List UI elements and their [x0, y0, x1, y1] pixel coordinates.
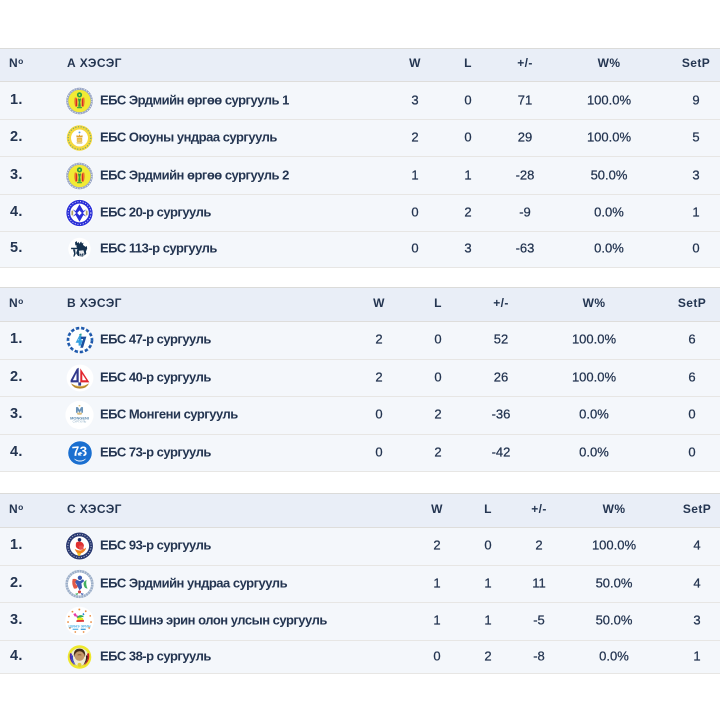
svg-text:ШИНЭ ЭРИН: ШИНЭ ЭРИН	[69, 625, 91, 629]
svg-text:СУРГУУЛЬ: СУРГУУЛЬ	[73, 420, 87, 424]
svg-text:7: 7	[71, 443, 80, 459]
svg-text:113: 113	[79, 253, 85, 257]
svg-text:3: 3	[79, 443, 86, 458]
svg-text:MONGENI: MONGENI	[70, 416, 89, 421]
